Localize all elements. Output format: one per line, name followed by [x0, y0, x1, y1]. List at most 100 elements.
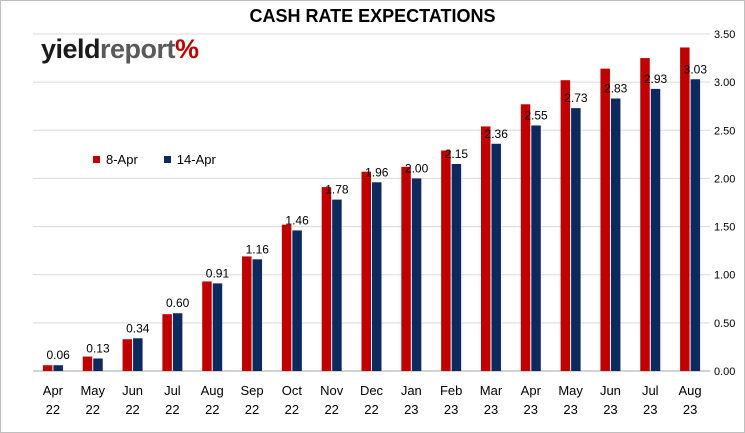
- legend-item-series-1: 8-Apr: [93, 152, 138, 167]
- bar-series-2: [212, 283, 223, 371]
- data-label: 0.13: [86, 341, 110, 355]
- bar-series-2: [690, 79, 701, 372]
- x-tick-label-month: Jun: [600, 383, 621, 398]
- x-tick-label-year: 22: [245, 402, 259, 417]
- x-tick-label-year: 22: [364, 402, 378, 417]
- data-label: 2.93: [644, 72, 668, 86]
- bar-series-2: [93, 358, 103, 371]
- y-tick-label: 0.50: [714, 318, 735, 330]
- bar-series-1: [520, 104, 531, 371]
- x-tick-label-year: 23: [484, 402, 498, 417]
- bar-series-2: [531, 125, 541, 371]
- legend-swatch-series-1: [93, 156, 100, 163]
- x-tick-label-year: 23: [524, 402, 538, 417]
- bar-series-2: [610, 98, 621, 372]
- bar-series-1: [640, 58, 650, 371]
- legend-label-series-1: 8-Apr: [106, 152, 138, 167]
- x-tick-label-month: Nov: [320, 383, 344, 398]
- chart-title: CASH RATE EXPECTATIONS: [249, 6, 496, 26]
- data-label: 2.15: [445, 147, 469, 161]
- logo-percent-icon: %: [175, 34, 199, 64]
- bar-series-2: [491, 143, 501, 371]
- bar-series-1: [441, 150, 451, 371]
- bar-series-2: [292, 230, 302, 371]
- bar-series-2: [372, 182, 382, 371]
- logo-report: report: [100, 34, 176, 64]
- data-label: 2.00: [405, 161, 429, 175]
- x-tick-label-month: Apr: [521, 383, 542, 398]
- x-tick-label-year: 22: [285, 402, 299, 417]
- bar-series-1: [600, 68, 610, 372]
- data-label: 0.34: [126, 321, 150, 335]
- bar-series-2: [571, 108, 581, 371]
- data-label: 2.73: [564, 91, 588, 105]
- y-tick-label: 3.50: [714, 29, 735, 41]
- bar-series-1: [202, 281, 212, 371]
- x-tick-label-month: May: [80, 383, 105, 398]
- chart-legend: 8-Apr 14-Apr: [93, 152, 216, 167]
- bar-series-2: [411, 178, 422, 371]
- x-tick-label-year: 23: [404, 402, 418, 417]
- legend-item-series-2: 14-Apr: [163, 152, 216, 167]
- y-tick-label: 1.50: [714, 222, 735, 234]
- data-label: 0.60: [166, 296, 190, 310]
- legend-label-series-2: 14-Apr: [176, 152, 216, 167]
- bar-series-1: [401, 166, 411, 371]
- bar-series-2: [53, 365, 63, 371]
- data-label: 1.78: [325, 183, 349, 197]
- x-tick-label-month: Jun: [122, 383, 143, 398]
- bar-series-1: [82, 356, 93, 371]
- x-tick-label-year: 22: [86, 402, 100, 417]
- y-tick-label: 2.00: [714, 173, 735, 185]
- data-label: 0.06: [46, 348, 70, 362]
- bar-series-2: [172, 313, 183, 371]
- x-tick-label-month: Apr: [43, 383, 64, 398]
- data-label: 0.91: [206, 266, 230, 280]
- data-label: 2.83: [604, 82, 628, 96]
- x-tick-label-year: 22: [46, 402, 60, 417]
- x-tick-label-year: 23: [683, 402, 697, 417]
- x-tick-label-month: Oct: [282, 383, 303, 398]
- y-tick-label: 1.00: [714, 270, 735, 282]
- bar-series-2: [133, 338, 143, 371]
- x-tick-label-month: Dec: [360, 383, 384, 398]
- data-label: 2.55: [524, 108, 548, 122]
- bar-series-1: [680, 47, 690, 371]
- x-tick-label-month: Aug: [201, 383, 224, 398]
- bar-series-1: [560, 80, 571, 372]
- y-tick-label: 3.00: [714, 77, 735, 89]
- bar-series-1: [480, 126, 491, 371]
- x-tick-label-year: 22: [324, 402, 338, 417]
- x-tick-label-month: Sep: [240, 383, 263, 398]
- x-tick-label-month: Feb: [440, 383, 462, 398]
- bar-series-1: [321, 187, 332, 371]
- x-tick-label-year: 23: [603, 402, 617, 417]
- yieldreport-logo: yieldreport%: [41, 34, 199, 65]
- y-tick-label: 2.50: [714, 125, 735, 137]
- x-tick-label-year: 23: [444, 402, 458, 417]
- logo-yield: yield: [41, 34, 101, 64]
- x-tick-label-year: 23: [563, 402, 577, 417]
- bar-series-1: [162, 314, 172, 371]
- x-tick-label-month: Mar: [480, 383, 503, 398]
- bar-series-2: [252, 259, 263, 371]
- data-label: 1.46: [285, 213, 309, 227]
- bar-series-1: [242, 256, 252, 371]
- legend-swatch-series-2: [163, 156, 171, 163]
- data-label: 3.03: [684, 62, 708, 76]
- x-tick-label-year: 22: [205, 402, 219, 417]
- x-tick-label-month: Jul: [642, 383, 659, 398]
- x-tick-label-month: Aug: [679, 383, 702, 398]
- bar-series-1: [42, 365, 53, 371]
- bar-series-1: [281, 224, 292, 371]
- bar-series-1: [122, 339, 133, 371]
- x-tick-label-month: Jul: [164, 383, 181, 398]
- x-tick-label-year: 23: [643, 402, 657, 417]
- bar-series-2: [650, 88, 661, 371]
- data-label: 1.96: [365, 165, 389, 179]
- data-label: 1.16: [246, 242, 270, 256]
- data-label: 2.36: [485, 127, 509, 141]
- y-tick-label: 0.00: [714, 366, 735, 378]
